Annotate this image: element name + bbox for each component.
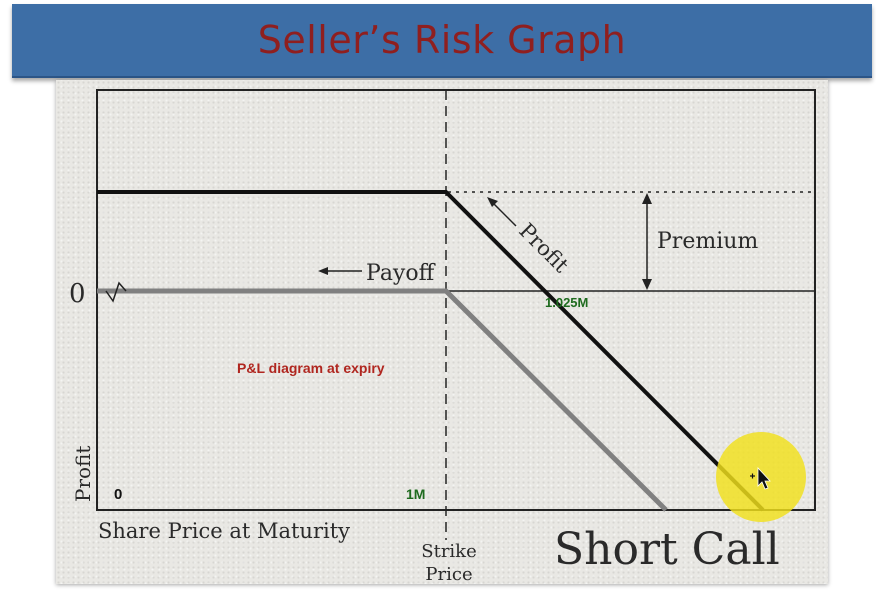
payoff-line [97, 288, 668, 512]
plot-frame [96, 89, 816, 511]
profit-arrow-head [487, 197, 498, 207]
premium-arrow-head-down [642, 279, 652, 290]
slide-title: Seller’s Risk Graph [257, 18, 627, 62]
title-bar: Seller’s Risk Graph [12, 4, 872, 78]
zero-label: 0 [69, 279, 86, 309]
breakeven-annotation: 1.025M [545, 295, 588, 310]
payoff-arrow-head [318, 267, 328, 275]
payoff-label: Payoff [366, 261, 436, 286]
strike-value-annotation: 1M [406, 486, 425, 502]
short-call-caption: Short Call [554, 524, 780, 575]
strike-label-line1: Strike [421, 541, 477, 562]
pl-diagram-annotation: P&L diagram at expiry [237, 360, 385, 376]
premium-label: Premium [657, 229, 758, 254]
mouse-cursor-icon [750, 466, 771, 490]
profit-line [97, 190, 765, 512]
profit-arrow-line [491, 201, 517, 227]
y-axis-label: Profit [71, 446, 95, 502]
premium-arrow-head-up [642, 193, 652, 204]
x-axis-label: Share Price at Maturity [98, 519, 350, 543]
risk-graph-svg: 0 Profit Share Price at Maturity Strike … [69, 89, 816, 584]
origin-annotation: 0 [114, 486, 122, 503]
strike-label-line2: Price [425, 564, 472, 584]
axis-break-marker [105, 281, 127, 303]
diagram-panel: 0 Profit Share Price at Maturity Strike … [56, 80, 828, 584]
